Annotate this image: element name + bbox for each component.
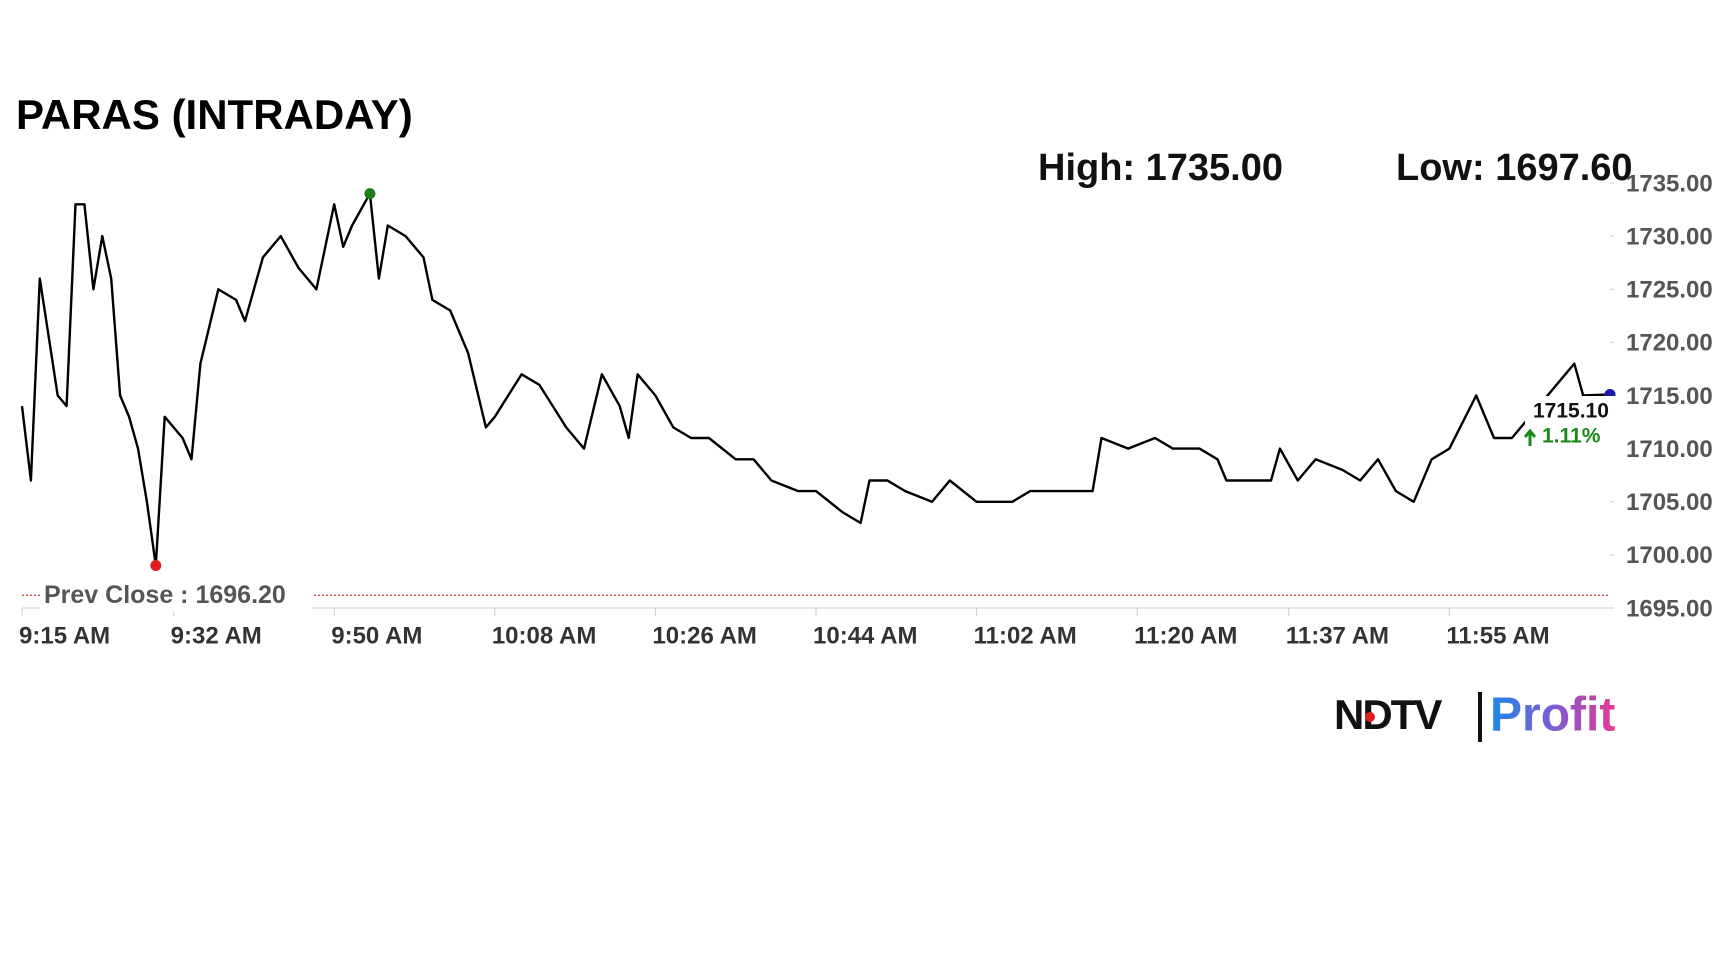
y-tick-label: 1730.00 bbox=[1626, 223, 1713, 250]
price-line bbox=[20, 192, 1611, 567]
y-tick-label: 1695.00 bbox=[1626, 595, 1713, 622]
y-tick-label: 1735.00 bbox=[1626, 170, 1713, 197]
low-label: Low: 1697.60 bbox=[1396, 147, 1633, 189]
y-tick-label: 1720.00 bbox=[1626, 330, 1713, 357]
prev-close-bg bbox=[40, 577, 312, 612]
y-tick-label: 1700.00 bbox=[1626, 542, 1713, 569]
logo-profit: Profit bbox=[1490, 689, 1615, 742]
y-tick-label: 1710.00 bbox=[1626, 436, 1713, 463]
x-tick-label: 11:37 AM bbox=[1286, 622, 1389, 649]
logo-dot bbox=[1365, 712, 1375, 722]
x-tick-label: 11:02 AM bbox=[974, 622, 1077, 649]
low-marker bbox=[150, 560, 162, 571]
y-tick-label: 1725.00 bbox=[1626, 277, 1713, 304]
logo-divider bbox=[1478, 692, 1482, 742]
prev-close-label: Prev Close : 1696.20 bbox=[44, 581, 286, 609]
plot-area: 1695.00 1700.00 1705.00 1710.00 1715.00 1720.… bbox=[19, 170, 1713, 649]
up-arrow bbox=[1523, 428, 1537, 446]
x-tick-label: 11:20 AM bbox=[1134, 622, 1237, 649]
x-tick-label: 10:26 AM bbox=[652, 622, 756, 649]
chart-title: PARAS (INTRADAY) bbox=[16, 91, 413, 138]
logo: NDTV Profit bbox=[1334, 689, 1615, 742]
last-price: 1715.10 bbox=[1533, 400, 1609, 423]
y-tick-label: 1715.00 bbox=[1626, 383, 1713, 410]
high-marker bbox=[364, 188, 376, 200]
logo-ndtv: NDTV bbox=[1334, 691, 1442, 738]
last-price-box bbox=[1525, 396, 1615, 450]
x-tick-label: 11:55 AM bbox=[1446, 622, 1549, 649]
x-tick-label: 10:44 AM bbox=[813, 622, 917, 649]
change-percent: 1.11% bbox=[1542, 425, 1601, 448]
x-tick-label: 9:50 AM bbox=[331, 622, 422, 649]
high-label: High: 1735.00 bbox=[1038, 147, 1283, 189]
x-tick-label: 9:32 AM bbox=[171, 622, 262, 649]
x-tick-label: 9:15 AM bbox=[19, 622, 110, 649]
y-tick-label: 1705.00 bbox=[1626, 489, 1713, 516]
x-tick-label: 10:08 AM bbox=[492, 622, 596, 649]
